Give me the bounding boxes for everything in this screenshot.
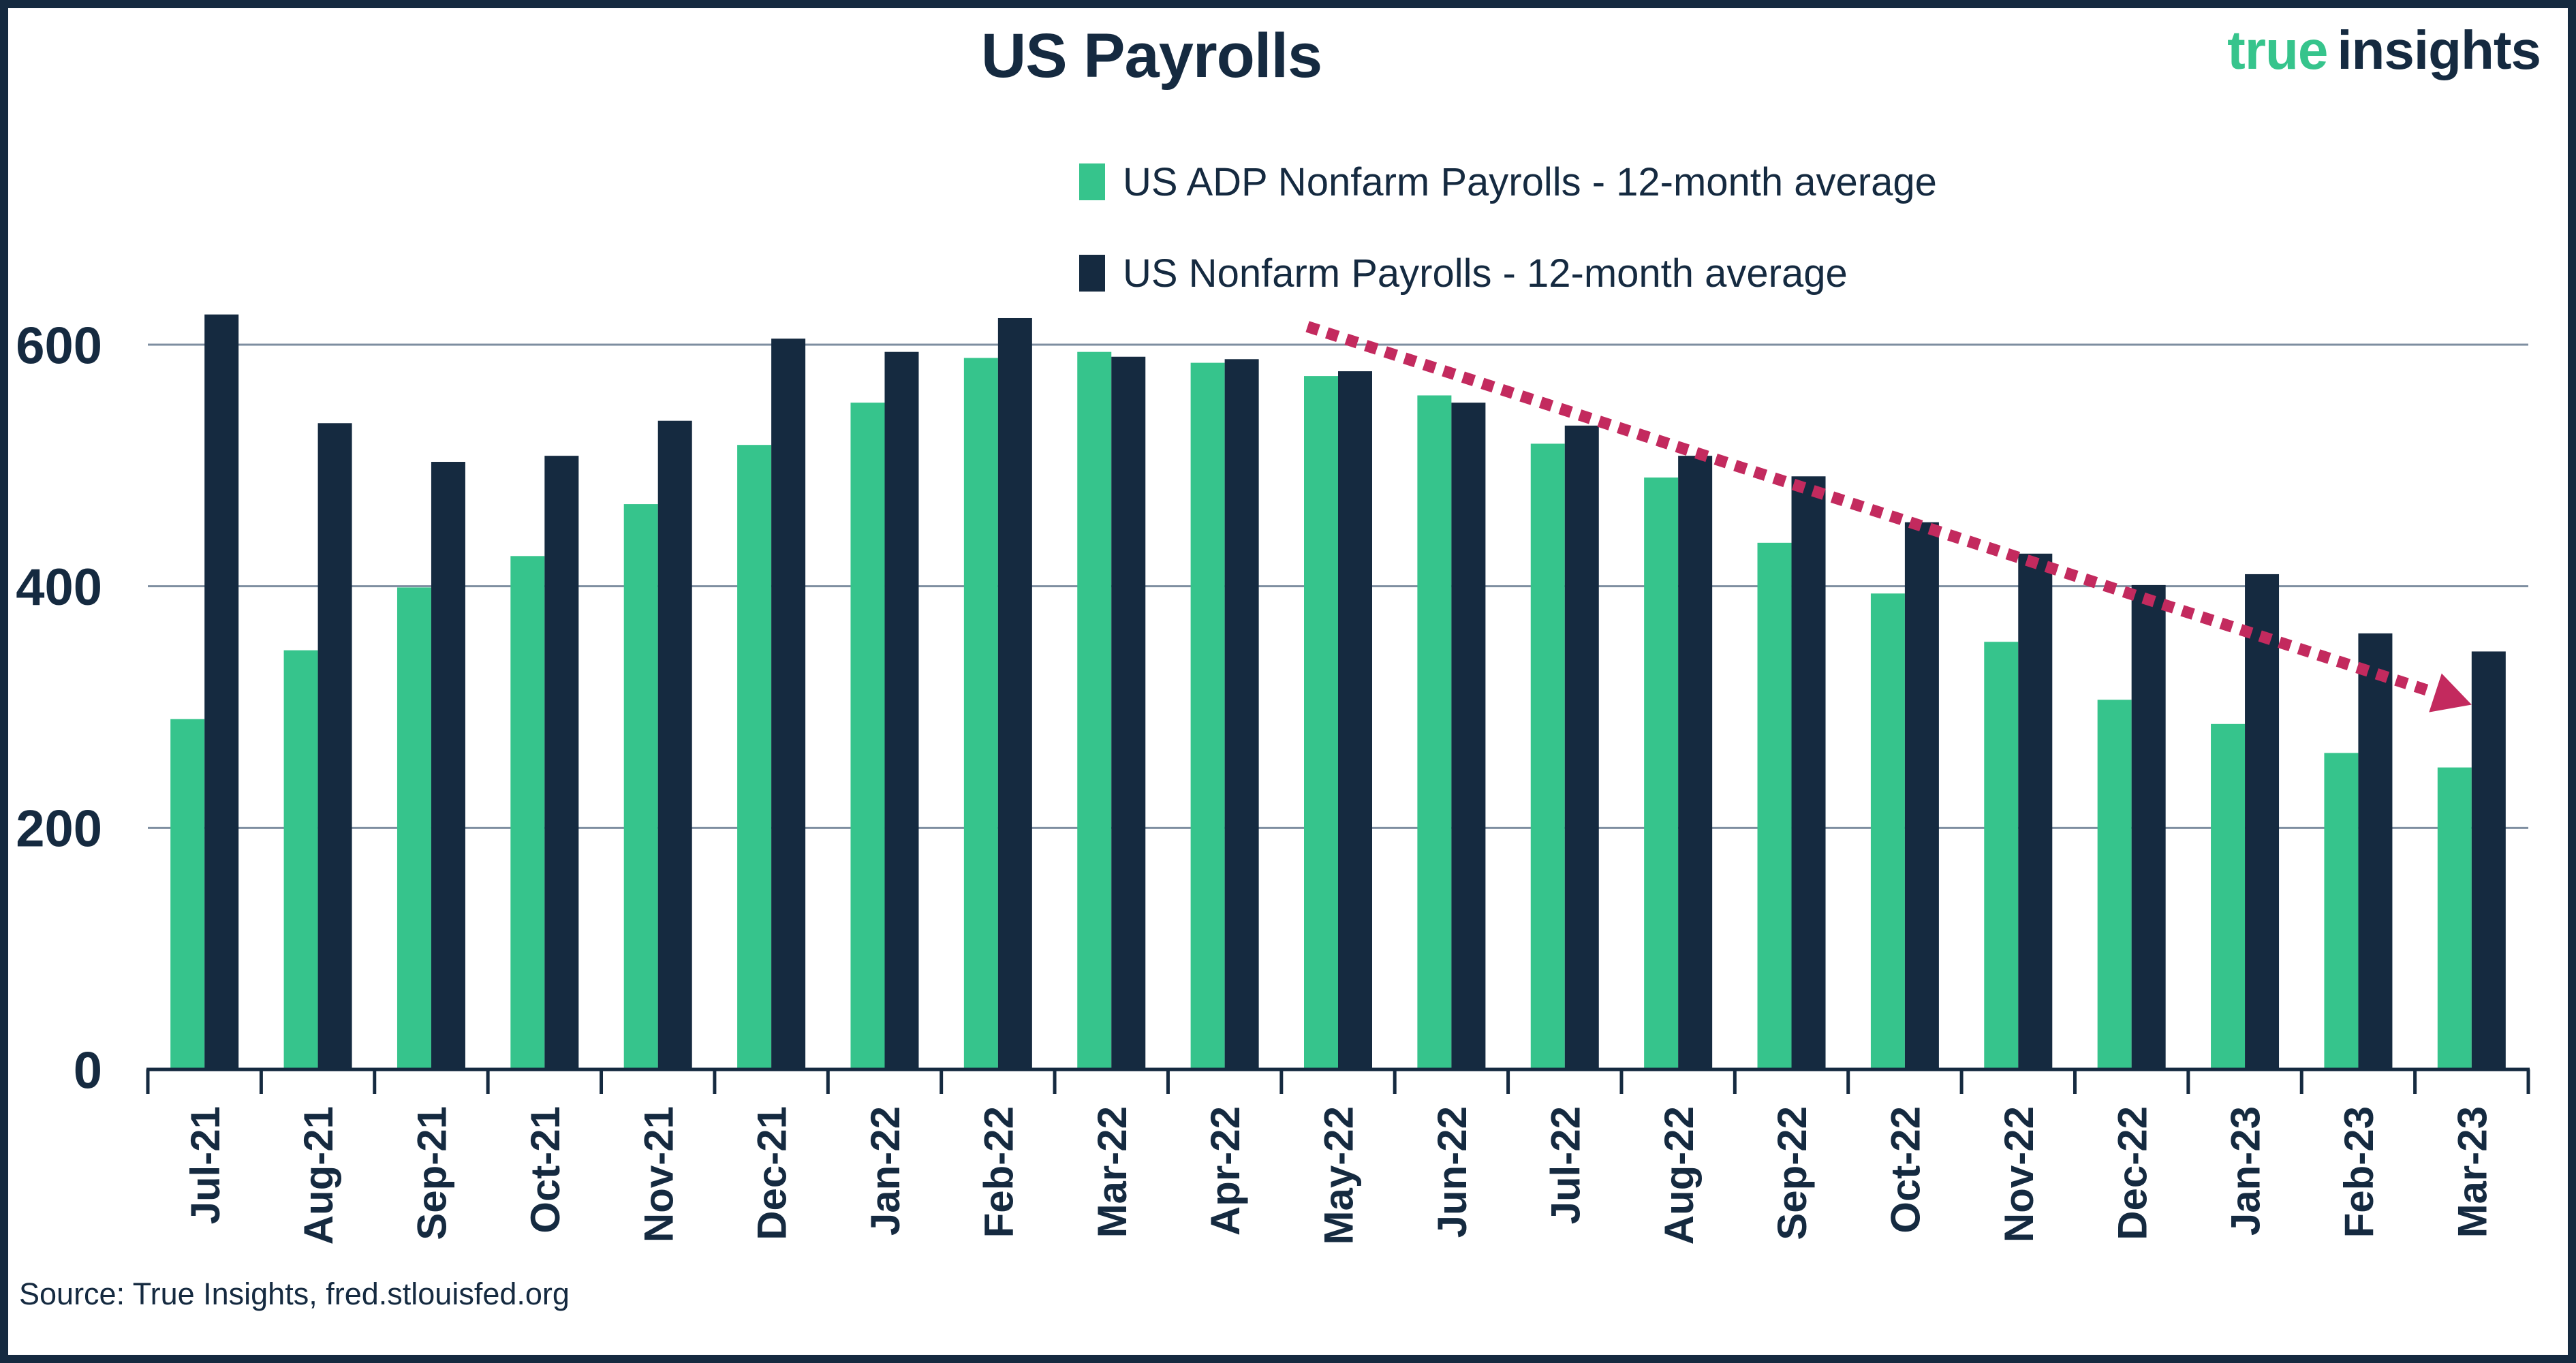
- bar-nfp-Nov-21: [657, 420, 692, 1069]
- x-tick-label-Sep-21: Sep-21: [409, 1106, 455, 1240]
- bar-nfp-Jan-22: [884, 351, 919, 1069]
- x-tick-label-Aug-22: Aug-22: [1656, 1106, 1702, 1244]
- legend-item-nfp: US Nonfarm Payrolls - 12-month average: [1079, 244, 1937, 302]
- bar-adp-May-22: [1304, 376, 1338, 1069]
- x-tick-label-Jan-23: Jan-23: [2223, 1106, 2269, 1236]
- legend-label-nfp: US Nonfarm Payrolls - 12-month average: [1123, 251, 1848, 296]
- bar-adp-Jun-22: [1417, 395, 1452, 1069]
- bar-adp-Sep-21: [397, 587, 431, 1069]
- bar-adp-Apr-22: [1190, 362, 1225, 1069]
- bar-nfp-Jun-22: [1451, 403, 1486, 1069]
- x-tick-label-May-22: May-22: [1316, 1106, 1362, 1244]
- bar-adp-Nov-22: [1984, 642, 2019, 1069]
- x-tick-label-Mar-22: Mar-22: [1089, 1106, 1135, 1238]
- x-tick-label-Feb-22: Feb-22: [976, 1106, 1021, 1238]
- bar-adp-Jul-22: [1530, 443, 1565, 1069]
- bar-nfp-Feb-23: [2358, 633, 2393, 1069]
- bar-nfp-Apr-22: [1224, 359, 1259, 1069]
- legend-swatch-nfp: [1079, 255, 1105, 292]
- x-tick-label-Dec-21: Dec-21: [749, 1106, 795, 1240]
- bar-adp-Aug-22: [1644, 477, 1679, 1069]
- legend-label-adp: US ADP Nonfarm Payrolls - 12-month avera…: [1123, 159, 1937, 204]
- bar-nfp-Sep-21: [431, 462, 465, 1069]
- bar-adp-Jan-23: [2211, 723, 2246, 1069]
- x-tick-label-Mar-23: Mar-23: [2449, 1106, 2495, 1238]
- bar-adp-Feb-22: [963, 358, 998, 1070]
- bar-nfp-Jan-23: [2245, 574, 2280, 1069]
- source-note: Source: True Insights, fred.stlouisfed.o…: [19, 1276, 570, 1311]
- x-tick-label-Nov-21: Nov-21: [636, 1106, 681, 1242]
- bar-nfp-May-22: [1338, 371, 1372, 1069]
- x-tick-label-Feb-23: Feb-23: [2336, 1106, 2382, 1238]
- x-tick-label-Aug-21: Aug-21: [296, 1106, 341, 1244]
- y-tick-label-600: 600: [16, 317, 102, 375]
- bar-adp-Oct-22: [1870, 593, 1905, 1069]
- x-tick-label-Jun-22: Jun-22: [1429, 1106, 1475, 1238]
- brand-logo: true insights: [2227, 19, 2541, 82]
- trend-arrow-line: [1305, 321, 2434, 698]
- bar-nfp-Aug-22: [1678, 456, 1713, 1069]
- bar-adp-Sep-22: [1757, 542, 1792, 1069]
- bar-adp-Dec-22: [2097, 700, 2132, 1069]
- bar-nfp-Dec-21: [771, 339, 806, 1070]
- bar-adp-Aug-21: [283, 650, 318, 1069]
- bar-adp-Mar-23: [2437, 767, 2472, 1069]
- x-tick-label-Jul-21: Jul-21: [183, 1106, 228, 1224]
- logo-word-insights: insights: [2337, 20, 2541, 80]
- x-tick-label-Oct-21: Oct-21: [523, 1106, 568, 1234]
- bar-adp-Mar-22: [1077, 351, 1112, 1069]
- x-tick-label-Sep-22: Sep-22: [1769, 1106, 1815, 1240]
- x-tick-label-Apr-22: Apr-22: [1202, 1106, 1248, 1236]
- y-tick-label-400: 400: [16, 559, 102, 616]
- bar-adp-Jul-21: [170, 719, 205, 1069]
- chart-title: US Payrolls: [980, 21, 1322, 91]
- bar-nfp-Oct-21: [544, 456, 579, 1069]
- y-tick-label-0: 0: [74, 1041, 102, 1099]
- bar-adp-Jan-22: [850, 403, 885, 1069]
- bar-nfp-Mar-23: [2471, 651, 2506, 1069]
- bar-nfp-Sep-22: [1791, 476, 1826, 1069]
- logo-word-true: true: [2227, 20, 2328, 80]
- bar-adp-Nov-21: [623, 504, 658, 1069]
- trend-arrow-head: [2429, 673, 2472, 712]
- bar-nfp-Jul-22: [1564, 425, 1599, 1069]
- bar-adp-Dec-21: [737, 445, 772, 1069]
- legend-item-adp: US ADP Nonfarm Payrolls - 12-month avera…: [1079, 153, 1937, 211]
- bar-adp-Feb-23: [2324, 753, 2359, 1069]
- bar-nfp-Nov-22: [2018, 553, 2053, 1069]
- chart-legend: US ADP Nonfarm Payrolls - 12-month avera…: [1079, 153, 1937, 335]
- x-tick-label-Dec-22: Dec-22: [2109, 1106, 2155, 1240]
- bar-nfp-Dec-22: [2131, 584, 2166, 1069]
- x-tick-label-Jan-22: Jan-22: [863, 1106, 908, 1236]
- bar-nfp-Feb-22: [997, 317, 1032, 1069]
- bar-adp-Oct-21: [510, 556, 545, 1069]
- bar-nfp-Mar-22: [1111, 356, 1146, 1069]
- bar-nfp-Oct-22: [1904, 522, 1939, 1069]
- bar-nfp-Aug-21: [317, 423, 352, 1069]
- legend-swatch-adp: [1079, 163, 1105, 200]
- y-tick-label-200: 200: [16, 800, 102, 858]
- x-tick-label-Nov-22: Nov-22: [1996, 1106, 2042, 1242]
- x-tick-label-Oct-22: Oct-22: [1883, 1106, 1929, 1234]
- bar-nfp-Jul-21: [204, 314, 239, 1070]
- x-tick-label-Jul-22: Jul-22: [1542, 1106, 1588, 1224]
